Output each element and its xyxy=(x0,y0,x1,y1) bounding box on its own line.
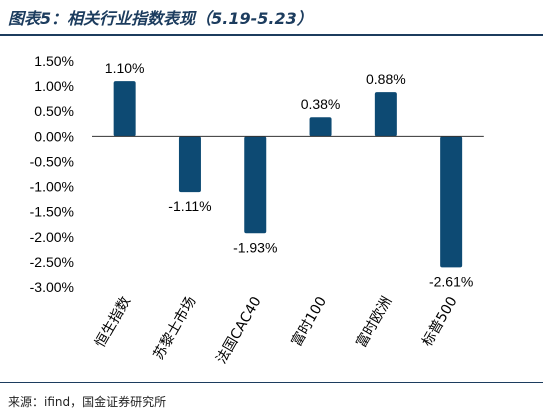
data-label: -1.11% xyxy=(168,198,211,214)
y-tick-label: 0.50% xyxy=(34,103,74,119)
data-label: 1.10% xyxy=(105,60,145,76)
y-tick-label: -2.50% xyxy=(30,254,74,270)
y-tick-label: -3.00% xyxy=(30,279,74,295)
category-labels: 恒生指数 苏黎士市场 法国CAC40 富时100 富时欧洲 标普500 xyxy=(92,294,460,367)
bar xyxy=(440,136,463,268)
y-axis-ticks: 1.50% 1.00% 0.50% 0.00% -0.50% -1.00% -1.50% -2… xyxy=(30,53,74,295)
y-tick-label: -2.00% xyxy=(30,229,74,245)
y-tick-label: 0.00% xyxy=(34,128,74,144)
data-label: -2.61% xyxy=(429,273,473,289)
category-label: 标普500 xyxy=(419,294,460,349)
category-label: 富时欧洲 xyxy=(353,294,396,351)
title-rule xyxy=(0,34,543,36)
y-tick-label: -1.50% xyxy=(30,204,74,220)
category-label: 苏黎士市场 xyxy=(150,294,200,363)
bar xyxy=(113,81,136,137)
bar xyxy=(374,92,397,137)
data-label: -1.93% xyxy=(233,239,277,255)
bar xyxy=(178,136,201,193)
data-labels: 1.10% -1.11% -1.93% 0.38% 0.88% -2.61% xyxy=(105,60,474,289)
category-label: 富时100 xyxy=(288,294,330,350)
category-label: 恒生指数 xyxy=(92,294,134,350)
y-tick-label: -0.50% xyxy=(30,153,74,169)
data-label: 0.88% xyxy=(366,71,406,87)
footer-rule xyxy=(0,382,543,383)
y-tick-label: 1.00% xyxy=(34,78,74,94)
data-label: 0.38% xyxy=(301,96,341,112)
source-note: 来源：ifind，国金证券研究所 xyxy=(8,395,167,409)
bars xyxy=(113,81,463,268)
bar xyxy=(244,136,267,234)
y-tick-label: -1.00% xyxy=(30,179,74,195)
bar xyxy=(309,117,332,137)
bar-chart: 1.50% 1.00% 0.50% 0.00% -0.50% -1.00% -1.50% -2… xyxy=(30,53,484,367)
y-tick-label: 1.50% xyxy=(34,53,74,69)
chart-title: 图表5：相关行业指数表现（5.19-5.23） xyxy=(8,9,313,28)
category-label: 法国CAC40 xyxy=(214,294,265,367)
